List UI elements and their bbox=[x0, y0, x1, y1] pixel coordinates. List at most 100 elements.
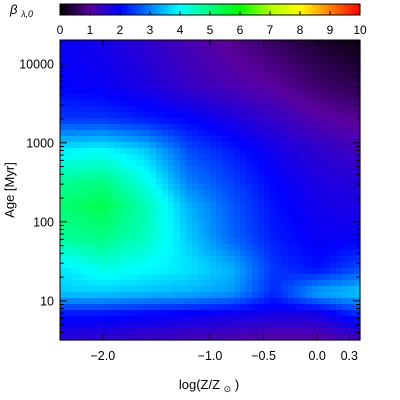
heatmap-cell bbox=[210, 268, 217, 275]
heatmap-cell bbox=[138, 268, 145, 275]
heatmap-cell bbox=[276, 64, 283, 71]
heatmap-cell bbox=[108, 262, 115, 269]
heatmap-cell bbox=[198, 334, 205, 341]
heatmap-cell bbox=[162, 190, 169, 197]
heatmap-cell bbox=[66, 112, 73, 119]
heatmap-cell bbox=[180, 202, 187, 209]
heatmap-cell bbox=[234, 100, 241, 107]
heatmap-cell bbox=[216, 274, 223, 281]
heatmap-cell bbox=[114, 142, 121, 149]
heatmap-cell bbox=[300, 142, 307, 149]
heatmap-cell bbox=[108, 208, 115, 215]
heatmap-cell bbox=[150, 52, 157, 59]
heatmap-cell bbox=[174, 298, 181, 305]
heatmap-cell bbox=[276, 292, 283, 299]
heatmap-cell bbox=[342, 40, 349, 47]
heatmap-cell bbox=[60, 58, 67, 65]
heatmap-cell bbox=[312, 136, 319, 143]
heatmap-cell bbox=[168, 172, 175, 179]
heatmap-cell bbox=[354, 40, 361, 47]
heatmap-cell bbox=[294, 334, 301, 341]
heatmap-cell bbox=[300, 214, 307, 221]
heatmap-cell bbox=[186, 322, 193, 329]
heatmap-cell bbox=[270, 172, 277, 179]
heatmap-cell bbox=[120, 136, 127, 143]
heatmap-cell bbox=[78, 172, 85, 179]
heatmap-cell bbox=[336, 148, 343, 155]
heatmap-cell bbox=[282, 160, 289, 167]
heatmap-cell bbox=[234, 172, 241, 179]
heatmap-cell bbox=[132, 304, 139, 311]
heatmap-cell bbox=[264, 106, 271, 113]
heatmap-cell bbox=[204, 190, 211, 197]
heatmap-cell bbox=[306, 226, 313, 233]
heatmap-cell bbox=[282, 274, 289, 281]
heatmap-cell bbox=[246, 220, 253, 227]
heatmap-cell bbox=[270, 304, 277, 311]
heatmap-cell bbox=[348, 136, 355, 143]
heatmap-cell bbox=[132, 106, 139, 113]
heatmap-cell bbox=[240, 112, 247, 119]
heatmap-cell bbox=[252, 220, 259, 227]
heatmap-cell bbox=[90, 148, 97, 155]
heatmap-cell bbox=[270, 184, 277, 191]
heatmap-cell bbox=[186, 88, 193, 95]
heatmap-cell bbox=[216, 328, 223, 335]
heatmap-cell bbox=[144, 322, 151, 329]
heatmap-cell bbox=[354, 142, 361, 149]
heatmap-cell bbox=[66, 196, 73, 203]
heatmap-cell bbox=[234, 76, 241, 83]
heatmap-cell bbox=[198, 112, 205, 119]
heatmap-cell bbox=[180, 142, 187, 149]
heatmap-cell bbox=[114, 256, 121, 263]
heatmap-cell bbox=[102, 40, 109, 47]
heatmap-cell bbox=[252, 106, 259, 113]
heatmap-cell bbox=[78, 160, 85, 167]
heatmap-cell bbox=[330, 118, 337, 125]
heatmap-cell bbox=[150, 166, 157, 173]
heatmap-cell bbox=[294, 88, 301, 95]
heatmap-cell bbox=[168, 70, 175, 77]
heatmap-cell bbox=[114, 292, 121, 299]
heatmap-cell bbox=[60, 172, 67, 179]
heatmap-cell bbox=[72, 94, 79, 101]
heatmap-cell bbox=[270, 328, 277, 335]
heatmap-cell bbox=[348, 220, 355, 227]
heatmap-cell bbox=[324, 82, 331, 89]
x-tick-label: 0.0 bbox=[308, 349, 325, 363]
heatmap-cell bbox=[216, 142, 223, 149]
heatmap-cell bbox=[108, 280, 115, 287]
heatmap-cell bbox=[300, 70, 307, 77]
heatmap-cell bbox=[246, 214, 253, 221]
heatmap-cell bbox=[108, 112, 115, 119]
heatmap-cell bbox=[228, 82, 235, 89]
heatmap-cell bbox=[210, 292, 217, 299]
heatmap-cell bbox=[312, 316, 319, 323]
heatmap-cell bbox=[264, 58, 271, 65]
heatmap-cell bbox=[234, 232, 241, 239]
heatmap-cell bbox=[204, 262, 211, 269]
heatmap-cell bbox=[84, 118, 91, 125]
heatmap-cell bbox=[300, 160, 307, 167]
heatmap-cell bbox=[156, 268, 163, 275]
heatmap-cell bbox=[138, 136, 145, 143]
heatmap-cell bbox=[306, 130, 313, 137]
heatmap-cell bbox=[258, 40, 265, 47]
heatmap-cell bbox=[192, 286, 199, 293]
heatmap-cell bbox=[126, 304, 133, 311]
heatmap-cell bbox=[234, 88, 241, 95]
heatmap-cell bbox=[222, 280, 229, 287]
heatmap-cell bbox=[126, 88, 133, 95]
heatmap-cell bbox=[246, 328, 253, 335]
heatmap-cell bbox=[174, 316, 181, 323]
heatmap-cell bbox=[60, 70, 67, 77]
heatmap-cell bbox=[216, 64, 223, 71]
heatmap-cell bbox=[246, 202, 253, 209]
heatmap-cell bbox=[324, 256, 331, 263]
heatmap-cell bbox=[228, 118, 235, 125]
heatmap-cell bbox=[60, 286, 67, 293]
heatmap-cell bbox=[78, 220, 85, 227]
heatmap-cell bbox=[186, 82, 193, 89]
heatmap-cell bbox=[96, 274, 103, 281]
heatmap-cell bbox=[282, 76, 289, 83]
